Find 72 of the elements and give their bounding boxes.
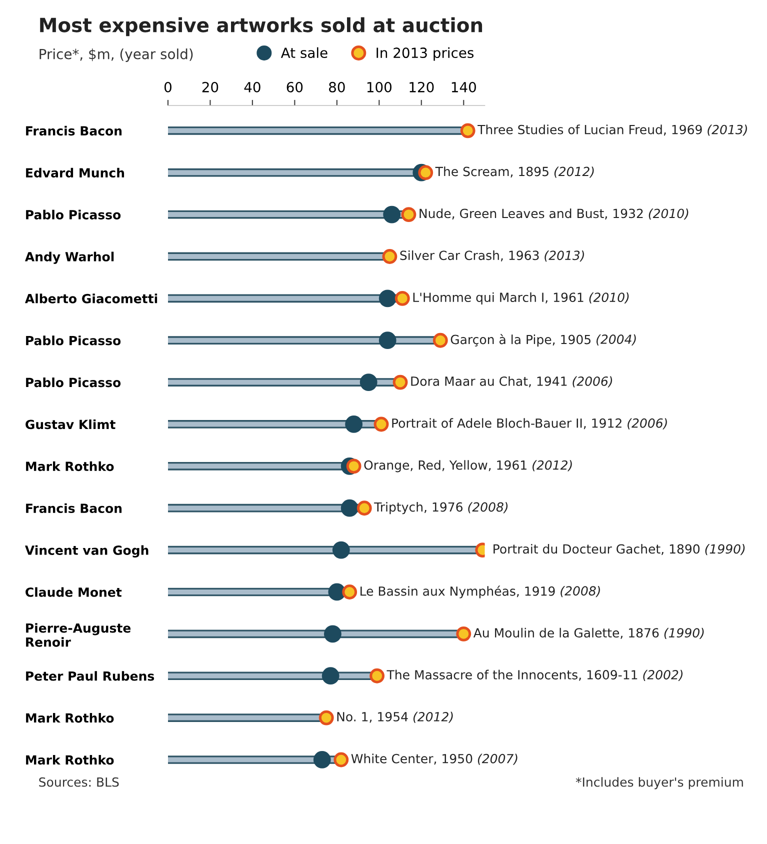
source-note: Sources: BLS	[39, 777, 119, 787]
text: *Includes buyer's premium	[576, 777, 743, 790]
data-label: White Center, 1950 (2007)	[351, 754, 518, 765]
point	[345, 416, 363, 433]
data-label: The Scream, 1895 (2012)	[435, 166, 594, 178]
y-tick-label: Pierre-Auguste Renoir	[26, 623, 131, 647]
data-label: The Massacre of the Innocents, 1609-11 (2002)	[386, 670, 683, 681]
point	[334, 752, 349, 768]
point	[342, 584, 358, 600]
y-tick-label: Pablo Picasso	[26, 378, 121, 388]
data-label: Three Studies of Lucian Freud, 1969 (2013)	[478, 124, 747, 136]
data-label: Silver Car Crash, 1963 (2013)	[400, 250, 584, 262]
x-tick-label: 140	[452, 82, 476, 92]
point	[318, 710, 334, 726]
point	[378, 290, 396, 308]
point	[432, 332, 448, 348]
point	[328, 583, 346, 601]
y-tick-label: Francis Bacon	[26, 503, 122, 514]
x-tick-label: 80	[329, 82, 345, 92]
y-tick-label: Pablo Picasso	[26, 336, 121, 346]
y-tick-label: Pablo Picasso	[26, 210, 121, 220]
data-label: Garçon à la Pipe, 1905 (2004)	[450, 334, 636, 347]
point	[456, 626, 472, 642]
point	[378, 332, 396, 350]
point	[356, 500, 372, 516]
point	[360, 374, 378, 391]
y-tick-label: Vincent van Gogh	[24, 545, 148, 558]
y-tick-label: Mark Rothko	[26, 754, 114, 765]
point	[374, 416, 389, 432]
point	[346, 458, 362, 474]
point	[401, 207, 416, 222]
data-label: Le Bassin aux Nymphéas, 1919 (2008)	[360, 586, 600, 598]
y-tick-label: Mark Rothko	[26, 461, 114, 472]
point	[382, 249, 398, 264]
x-tick-label: 120	[410, 82, 434, 92]
y-tick-label: Andy Warhol	[24, 252, 114, 264]
y-tick-label: Peter Paul Rubens	[26, 671, 154, 681]
y-tick-label: Alberto Giacometti	[24, 294, 158, 304]
data-label: Orange, Red, Yellow, 1961 (2012)	[364, 460, 572, 472]
point	[340, 499, 358, 517]
x-tick-label: 20	[202, 82, 218, 92]
y-tick-label: Claude Monet	[26, 587, 122, 597]
y-tick-label: Gustav Klimt	[26, 419, 116, 430]
data-label: Triptych, 1976 (2008)	[374, 502, 508, 514]
point	[324, 625, 342, 643]
data-label: L'Homme qui March I, 1961 (2010)	[413, 292, 629, 304]
data-label: Nude, Green Leaves and Bust, 1932 (2010)	[420, 208, 688, 220]
x-tick-label: 100	[367, 82, 392, 92]
point	[394, 290, 410, 306]
data-label: Au Moulin de la Galette, 1876 (1990)	[473, 628, 704, 640]
y-tick-label: Mark Rothko	[26, 713, 114, 723]
point	[313, 751, 331, 768]
y-tick-label: Edvard Munch	[26, 168, 124, 178]
data-label: Dora Maar au Chat, 1941 (2006)	[411, 376, 612, 388]
y-tick-label: Francis Bacon	[26, 126, 122, 136]
point	[370, 668, 385, 684]
point	[383, 206, 401, 224]
x-tick-label: 0	[164, 82, 172, 92]
legend-label: At sale	[280, 47, 328, 58]
point	[322, 667, 340, 685]
point	[392, 374, 408, 390]
data-label: No. 1, 1954 (2012)	[337, 712, 453, 723]
point	[332, 541, 350, 559]
data-label: Portrait du Docteur Gachet, 1890 (1990)	[494, 544, 745, 556]
point	[460, 123, 476, 138]
x-tick-label: 60	[286, 82, 303, 92]
legend-label: In 2013 prices	[376, 47, 474, 61]
chart-title: Most expensive artworks sold at auction	[40, 17, 482, 36]
x-tick-label: 40	[244, 82, 260, 92]
data-label: Portrait of Adele Bloch-Bauer II, 1912 (2006)	[392, 418, 667, 430]
point	[418, 165, 434, 180]
chart-subtitle: Price*, $m, (year sold)	[40, 48, 193, 62]
